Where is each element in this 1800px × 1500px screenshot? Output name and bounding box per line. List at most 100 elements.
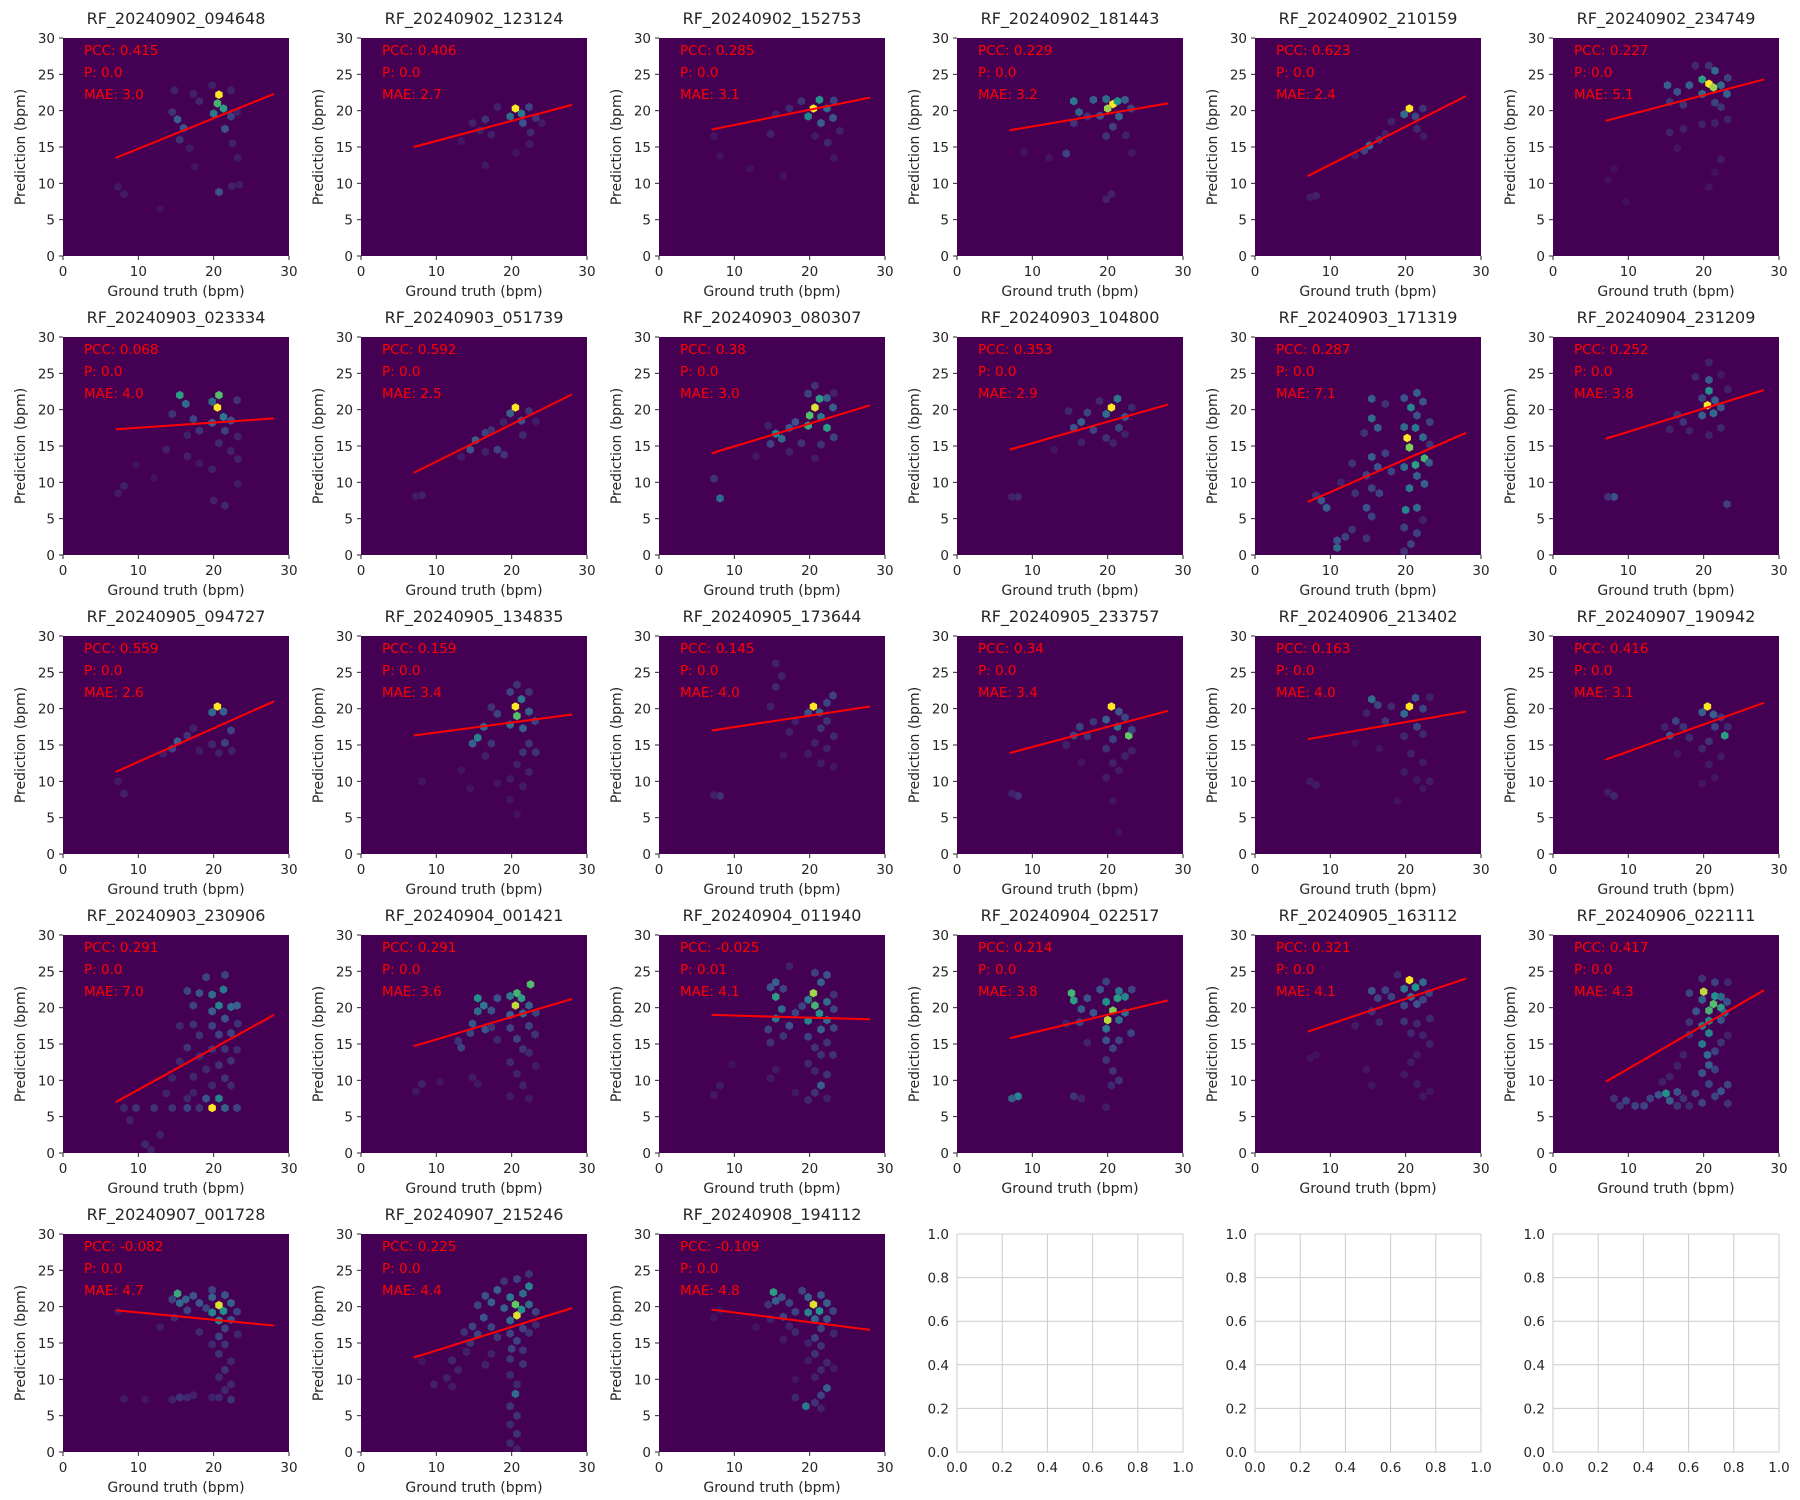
hexbin-cell [114, 488, 122, 498]
hexbin-cell [1419, 432, 1427, 442]
hexbin-cell [815, 1306, 824, 1316]
hexbin-cell [830, 388, 838, 398]
hexbin-cell [1393, 970, 1402, 980]
hexbin-cell [804, 1095, 812, 1105]
hexbin-cell [493, 993, 502, 1003]
hexbin-cell [525, 1282, 533, 1291]
y-tick-label: 0.2 [1226, 1401, 1247, 1417]
x-axis-label: Ground truth (bpm) [107, 1480, 244, 1496]
x-tick-label: 0 [357, 862, 366, 878]
hexbin-cell [227, 1081, 235, 1090]
hexbin-cell [1705, 1060, 1713, 1070]
hexbin-cell [804, 1338, 812, 1348]
x-tick-label: 0.6 [1380, 1460, 1401, 1476]
y-tick-label: 0 [1536, 548, 1545, 564]
hexbin-cell [1610, 791, 1618, 801]
hexbin-cell [829, 403, 837, 412]
hexbin-cell [791, 417, 800, 427]
plot-area [63, 38, 289, 256]
hexbin-cell [1368, 512, 1376, 521]
hexbin-cell [1400, 110, 1408, 119]
hexbin-cell [480, 1313, 488, 1322]
hexbin-cell [525, 739, 533, 748]
stat-label: MAE: 2.7 [382, 87, 442, 103]
hexbin-cell [457, 1043, 465, 1052]
x-tick-label: 20 [503, 1161, 520, 1177]
y-tick-label: 15 [1528, 439, 1545, 455]
stat-label: MAE: 4.4 [382, 1283, 442, 1299]
hexbin-cells [114, 390, 242, 510]
stat-label: P: 0.0 [1574, 663, 1612, 679]
hexbin-cell [1419, 995, 1427, 1004]
hexbin-cell [525, 406, 533, 416]
y-tick-label: 10 [932, 475, 949, 491]
y-axis-label: Prediction (bpm) [907, 986, 923, 1102]
x-tick-label: 0.0 [1244, 1460, 1265, 1476]
y-tick-label: 15 [1528, 1037, 1545, 1053]
x-tick-label: 30 [876, 1161, 893, 1177]
y-tick-label: 30 [634, 629, 651, 645]
x-tick-label: 10 [130, 1460, 147, 1476]
hexbin-cell [1400, 1001, 1408, 1010]
hexbin-cell [1717, 1015, 1725, 1025]
hexbin-cell [817, 1324, 825, 1333]
hexbin-cell [506, 1057, 514, 1067]
y-tick-label: 5 [1238, 213, 1247, 229]
y-tick-label: 25 [38, 1263, 55, 1279]
hexbin-cell [1102, 409, 1110, 419]
y-tick-label: 20 [1230, 1001, 1247, 1017]
hexbin-cell [1420, 131, 1428, 141]
hexbin-cell [120, 481, 128, 491]
x-tick-label: 30 [280, 1161, 297, 1177]
hexbin-cell [227, 1002, 235, 1012]
stat-label: PCC: 0.38 [680, 342, 746, 358]
hexbin-panel: PCC: 0.227 P: 0.0 MAE: 5.1 RF_20240902_2347… [1503, 9, 1788, 300]
hexbin-cell [511, 403, 520, 412]
hexbin-cell [487, 1322, 496, 1332]
hexbin-panel: PCC: 0.291 P: 0.0 MAE: 7.0 RF_20240903_2309… [13, 906, 298, 1197]
hexbin-cell [1375, 488, 1384, 498]
hexbin-cell [170, 86, 179, 95]
hexbin-cell [195, 459, 204, 468]
stat-label: P: 0.0 [382, 65, 420, 81]
y-tick-label: 20 [1230, 702, 1247, 718]
hexbin-cell [519, 782, 527, 791]
hexbin-panel: PCC: 0.38 P: 0.0 MAE: 3.0 RF_20240903_08030… [609, 308, 894, 599]
y-tick-label: 10 [38, 1073, 55, 1089]
hexbin-cell [233, 395, 241, 405]
y-tick-label: 15 [932, 439, 949, 455]
panel-title: RF_20240904_231209 [1577, 308, 1756, 328]
panel-title: RF_20240905_173644 [683, 607, 862, 627]
x-tick-label: 0.4 [1633, 1460, 1654, 1476]
y-tick-label: 5 [344, 213, 353, 229]
hexbin-cell [1400, 767, 1408, 777]
hexbin-panel: PCC: -0.109 P: 0.0 MAE: 4.8 RF_20240908_194… [609, 1205, 894, 1496]
hexbin-cell [797, 438, 806, 448]
hexbin-cell [1405, 443, 1414, 452]
hexbin-cell [1426, 777, 1434, 786]
hexbin-cell [1045, 153, 1053, 163]
hexbin-cells [1604, 61, 1732, 206]
hexbin-cell [233, 1307, 241, 1317]
hexbin-cell [213, 403, 222, 412]
hexbin-cell [815, 394, 824, 404]
hexbin-cell [1721, 731, 1729, 740]
hexbin-cell [506, 1092, 514, 1101]
plot-area [361, 935, 587, 1153]
hexbin-cell [1413, 722, 1421, 732]
hexbin-cell [1666, 1096, 1674, 1105]
hexbin-cell [182, 399, 190, 409]
x-tick-label: 20 [801, 1460, 818, 1476]
hexbin-cell [215, 438, 223, 448]
x-tick-label: 0.8 [1127, 1460, 1148, 1476]
y-tick-label: 5 [940, 811, 949, 827]
hexbin-cell [493, 1035, 502, 1044]
hexbin-cell [764, 1300, 772, 1309]
hexbin-cell [1622, 197, 1630, 206]
y-tick-label: 5 [642, 512, 651, 528]
hexbin-cell [1691, 1089, 1700, 1098]
hexbin-cell [1128, 746, 1136, 756]
y-tick-label: 10 [336, 1073, 353, 1089]
stat-label: MAE: 7.0 [84, 984, 144, 1000]
hexbin-cell [1374, 423, 1382, 433]
